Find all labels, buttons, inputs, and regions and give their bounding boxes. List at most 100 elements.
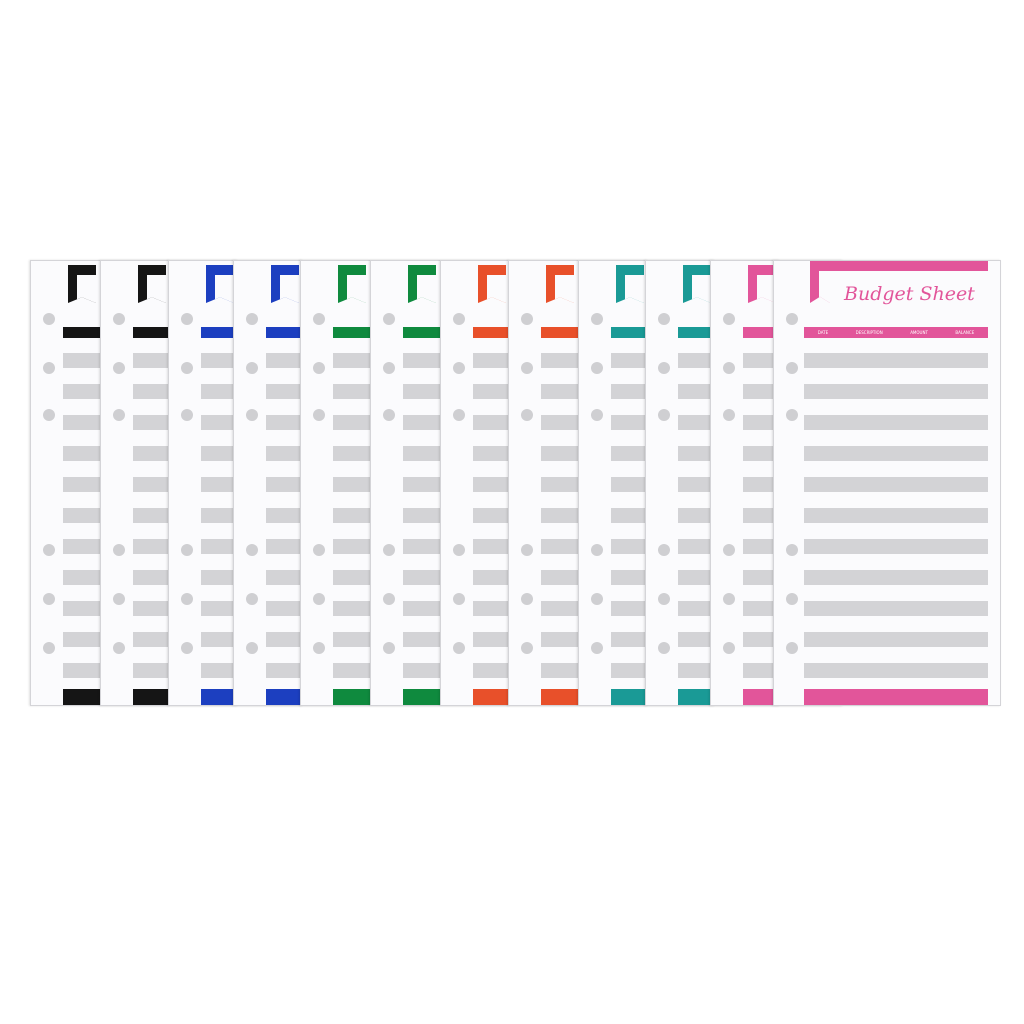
punch-hole bbox=[591, 642, 603, 654]
budget-sheet: Budget Sheet DATE DESCRIPTION AMOUNT BALANCE bbox=[773, 260, 1001, 706]
row-stripe bbox=[678, 446, 718, 461]
row-stripe bbox=[403, 570, 443, 585]
punch-hole bbox=[181, 313, 193, 325]
punch-hole bbox=[246, 642, 258, 654]
bookmark-ribbon-icon bbox=[683, 265, 711, 303]
row-stripe bbox=[403, 353, 443, 368]
punch-hole bbox=[383, 593, 395, 605]
row-stripe bbox=[133, 601, 173, 616]
row-stripe bbox=[133, 477, 173, 492]
row-stripe bbox=[678, 384, 718, 399]
punch-hole bbox=[453, 593, 465, 605]
row-stripe bbox=[333, 508, 373, 523]
punch-hole bbox=[521, 593, 533, 605]
bookmark-ribbon-icon bbox=[408, 265, 436, 303]
row-stripe bbox=[611, 353, 651, 368]
row-stripe bbox=[611, 384, 651, 399]
punch-hole bbox=[181, 409, 193, 421]
row-stripe bbox=[678, 415, 718, 430]
punch-hole bbox=[313, 593, 325, 605]
column-header-bar bbox=[333, 327, 373, 338]
bottom-bar bbox=[63, 689, 103, 705]
punch-hole bbox=[723, 642, 735, 654]
row-stripe bbox=[403, 384, 443, 399]
row-stripe bbox=[678, 539, 718, 554]
row-stripe bbox=[63, 570, 103, 585]
row-stripe bbox=[611, 632, 651, 647]
punch-hole bbox=[453, 544, 465, 556]
row-stripe bbox=[266, 601, 306, 616]
column-header-bar bbox=[201, 327, 241, 338]
punch-hole bbox=[521, 313, 533, 325]
punch-hole bbox=[113, 313, 125, 325]
row-stripe bbox=[266, 663, 306, 678]
row-stripe bbox=[611, 446, 651, 461]
punch-hole bbox=[521, 544, 533, 556]
punch-hole bbox=[658, 362, 670, 374]
column-header-bar bbox=[473, 327, 513, 338]
row-stripe bbox=[541, 632, 581, 647]
row-stripe bbox=[804, 508, 988, 523]
column-header-bar bbox=[266, 327, 306, 338]
row-stripe bbox=[201, 601, 241, 616]
bookmark-ribbon-icon bbox=[138, 265, 166, 303]
row-stripe bbox=[804, 663, 988, 678]
punch-hole bbox=[313, 409, 325, 421]
punch-hole bbox=[786, 313, 798, 325]
row-stripe bbox=[678, 632, 718, 647]
row-stripe bbox=[473, 446, 513, 461]
punch-hole bbox=[246, 409, 258, 421]
row-stripe bbox=[804, 446, 988, 461]
row-stripe bbox=[333, 539, 373, 554]
punch-hole bbox=[383, 642, 395, 654]
bottom-bar bbox=[611, 689, 651, 705]
row-stripe bbox=[266, 415, 306, 430]
row-stripe bbox=[63, 632, 103, 647]
punch-hole bbox=[453, 642, 465, 654]
sheet-title: Budget Sheet bbox=[844, 283, 975, 305]
punch-hole bbox=[246, 544, 258, 556]
punch-hole bbox=[383, 313, 395, 325]
row-stripe bbox=[403, 539, 443, 554]
row-stripe bbox=[201, 446, 241, 461]
row-stripe bbox=[266, 539, 306, 554]
row-stripe bbox=[133, 446, 173, 461]
row-stripe bbox=[541, 384, 581, 399]
column-header-bar bbox=[541, 327, 581, 338]
punch-hole bbox=[521, 409, 533, 421]
row-stripe bbox=[333, 632, 373, 647]
row-stripe bbox=[266, 353, 306, 368]
row-stripe bbox=[63, 446, 103, 461]
row-stripe bbox=[201, 632, 241, 647]
punch-hole bbox=[43, 362, 55, 374]
punch-hole bbox=[786, 642, 798, 654]
row-stripe bbox=[541, 446, 581, 461]
row-stripe bbox=[333, 446, 373, 461]
row-stripe bbox=[333, 384, 373, 399]
column-header-bar bbox=[743, 327, 783, 338]
punch-hole bbox=[181, 593, 193, 605]
row-stripe bbox=[473, 477, 513, 492]
row-stripe bbox=[201, 477, 241, 492]
column-header-bar bbox=[133, 327, 173, 338]
punch-hole bbox=[521, 642, 533, 654]
bookmark-ribbon-icon bbox=[206, 265, 234, 303]
punch-hole bbox=[591, 313, 603, 325]
row-stripe bbox=[333, 601, 373, 616]
row-stripe bbox=[63, 415, 103, 430]
punch-hole bbox=[383, 409, 395, 421]
punch-hole bbox=[453, 313, 465, 325]
punch-hole bbox=[723, 593, 735, 605]
punch-hole bbox=[723, 409, 735, 421]
bookmark-ribbon-icon bbox=[68, 265, 96, 303]
punch-hole bbox=[383, 544, 395, 556]
row-stripe bbox=[63, 477, 103, 492]
punch-hole bbox=[181, 642, 193, 654]
bottom-bar bbox=[201, 689, 241, 705]
punch-hole bbox=[658, 313, 670, 325]
row-stripe bbox=[804, 539, 988, 554]
row-stripe bbox=[473, 353, 513, 368]
column-header: BALANCE bbox=[955, 330, 975, 335]
bookmark-ribbon-icon bbox=[271, 265, 299, 303]
bookmark-ribbon-icon bbox=[338, 265, 366, 303]
